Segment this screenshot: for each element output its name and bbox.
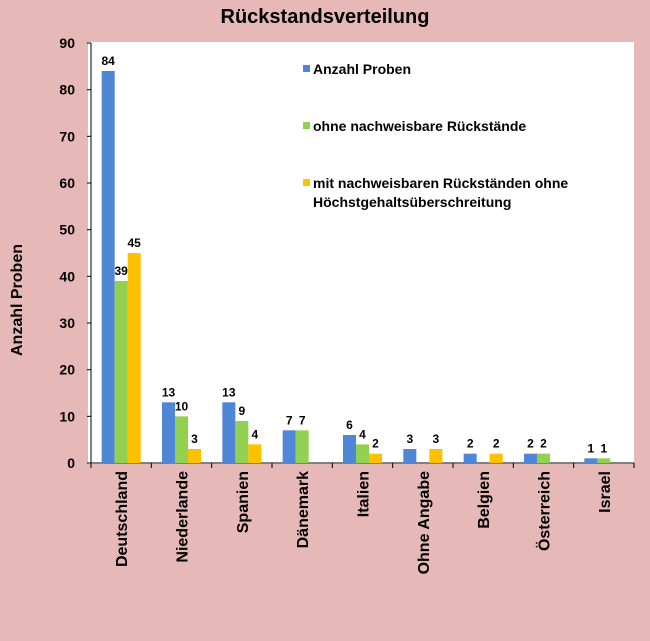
data-label: 2 bbox=[540, 437, 547, 451]
data-label: 2 bbox=[493, 437, 500, 451]
data-label: 45 bbox=[127, 236, 141, 250]
data-label: 10 bbox=[175, 399, 189, 413]
data-label: 6 bbox=[346, 418, 353, 432]
legend-label: Höchstgehaltsüberschreitung bbox=[313, 194, 511, 210]
bar bbox=[463, 453, 477, 463]
y-tick-label: 60 bbox=[59, 175, 75, 191]
y-tick-label: 20 bbox=[59, 362, 75, 378]
bar bbox=[295, 430, 309, 463]
legend-marker bbox=[303, 179, 310, 186]
plot-area bbox=[88, 42, 634, 464]
x-tick-label: Österreich bbox=[535, 471, 554, 551]
bar bbox=[537, 453, 550, 463]
y-tick-label: 70 bbox=[59, 128, 75, 144]
legend-marker bbox=[303, 122, 310, 129]
data-label: 2 bbox=[372, 437, 379, 451]
data-label: 9 bbox=[238, 404, 245, 418]
data-label: 3 bbox=[191, 432, 198, 446]
data-label: 84 bbox=[101, 54, 115, 68]
x-tick-label: Belgien bbox=[476, 471, 493, 529]
y-tick-label: 10 bbox=[59, 408, 75, 424]
data-label: 2 bbox=[527, 437, 534, 451]
y-tick-label: 40 bbox=[59, 268, 75, 284]
data-label: 3 bbox=[406, 432, 413, 446]
y-tick-label: 80 bbox=[59, 82, 75, 98]
y-tick-label: 30 bbox=[59, 315, 75, 331]
x-tick-label: Dänemark bbox=[295, 471, 312, 548]
legend-label: mit nachweisbaren Rückständen ohne bbox=[313, 175, 568, 191]
bar bbox=[489, 453, 503, 463]
y-tick-label: 0 bbox=[67, 455, 75, 471]
data-label: 4 bbox=[251, 427, 258, 441]
bar bbox=[248, 444, 262, 463]
data-label: 13 bbox=[222, 385, 236, 399]
bar bbox=[403, 449, 417, 463]
legend-label: Anzahl Proben bbox=[313, 61, 411, 77]
y-tick-label: 90 bbox=[59, 35, 75, 51]
x-tick-label: Italien bbox=[356, 471, 373, 517]
data-label: 1 bbox=[587, 441, 594, 455]
bar bbox=[343, 435, 356, 463]
legend-marker bbox=[303, 65, 310, 72]
bar bbox=[101, 71, 115, 463]
data-label: 13 bbox=[162, 385, 176, 399]
data-label: 7 bbox=[299, 413, 306, 427]
x-tick-label: Deutschland bbox=[114, 471, 131, 567]
bar bbox=[235, 421, 249, 463]
data-label: 2 bbox=[467, 437, 474, 451]
data-label: 7 bbox=[286, 413, 293, 427]
y-tick-label: 50 bbox=[59, 222, 75, 238]
bar bbox=[597, 458, 611, 463]
bar bbox=[282, 430, 296, 463]
x-tick-label: Ohne Angabe bbox=[416, 471, 433, 575]
data-label: 1 bbox=[600, 441, 607, 455]
bar bbox=[188, 449, 201, 463]
bar bbox=[127, 253, 141, 463]
bar bbox=[356, 444, 369, 463]
bar bbox=[524, 453, 537, 463]
bar bbox=[584, 458, 598, 463]
x-tick-label: Niederlande bbox=[175, 471, 192, 563]
bar bbox=[162, 402, 175, 463]
bar bbox=[114, 281, 128, 463]
data-label: 39 bbox=[114, 264, 128, 278]
x-tick-label: Israel bbox=[597, 471, 614, 513]
data-label: 4 bbox=[359, 427, 366, 441]
bar bbox=[175, 416, 188, 463]
bar bbox=[222, 402, 236, 463]
chart-title: Rückstandsverteilung bbox=[220, 6, 430, 28]
legend-label: ohne nachweisbare Rückstände bbox=[313, 118, 526, 134]
bar bbox=[369, 453, 382, 463]
x-tick-label: Spanien bbox=[235, 471, 252, 533]
data-label: 3 bbox=[432, 432, 439, 446]
bar bbox=[429, 449, 443, 463]
